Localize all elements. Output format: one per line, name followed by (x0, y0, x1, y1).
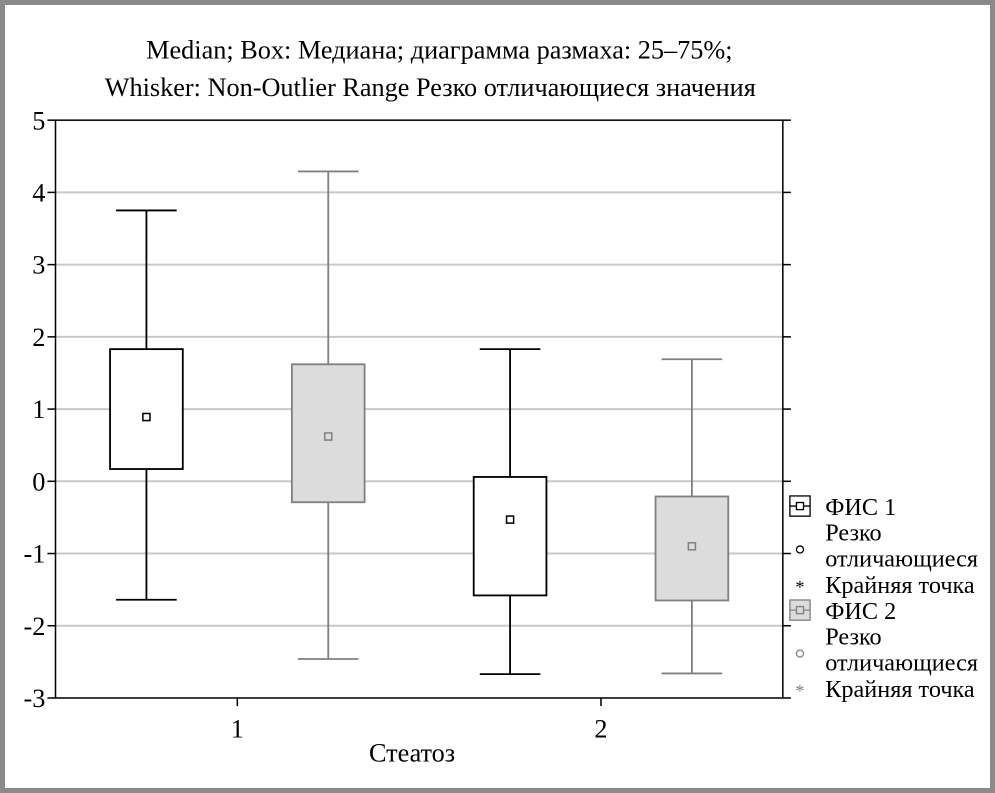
y-axis: 5 4 3 2 1 0 -1 -2 -3 (24, 106, 791, 713)
legend-swatch-median (795, 605, 805, 615)
y-tick-label: -3 (24, 684, 46, 713)
legend-swatch-median (795, 501, 805, 511)
median-marker (687, 542, 697, 551)
legend-outlier-label-2: отличающиеся (825, 546, 978, 573)
y-tick-label: 0 (32, 467, 45, 496)
chart-title-line-1: Median; Box: Медиана; диаграмма размаха:… (146, 36, 732, 65)
extreme-asterisk-icon: * (795, 577, 804, 597)
x-tick-label: 1 (231, 714, 244, 743)
legend-outlier-label-1: Резко (825, 623, 881, 650)
y-tick-label: 4 (32, 178, 45, 207)
y-tick-label: -1 (24, 540, 46, 569)
extreme-asterisk-icon: * (795, 681, 804, 701)
legend-outlier-label-2: отличающиеся (825, 650, 978, 677)
legend-extreme-label: Крайняя точка (825, 676, 975, 703)
y-tick-label: 3 (32, 251, 45, 280)
box-iqr (472, 476, 548, 597)
y-tick-label: 5 (32, 106, 45, 135)
y-tick-label: 1 (32, 395, 45, 424)
median-marker (142, 412, 151, 422)
y-tick-label: -2 (24, 612, 46, 641)
box-ФИС1-cat2 (472, 348, 548, 676)
boxes (109, 170, 730, 676)
chart-title-line-2: Whisker: Non-Outlier Range Резко отличаю… (105, 73, 756, 102)
x-tick-label: 2 (594, 714, 607, 743)
box-ФИС2-cat2 (654, 358, 730, 675)
plot-area-border (54, 119, 784, 699)
box-plot-chart: Median; Box: Медиана; диаграмма размаха:… (24, 36, 979, 768)
median-marker (505, 515, 515, 524)
legend-outlier-label-1: Резко (825, 519, 881, 546)
outlier-circle-icon (795, 649, 805, 658)
box-ФИС1-cat1 (109, 209, 184, 601)
box-iqr (109, 348, 184, 470)
y-tick-label: 2 (32, 323, 45, 352)
legend-extreme-label: Крайняя точка (825, 572, 975, 599)
x-axis-label: Стеатоз (369, 739, 455, 768)
legend-label: ФИС 2 (825, 598, 896, 625)
box-ФИС2-cat1 (290, 170, 366, 660)
outlier-circle-icon (795, 545, 805, 554)
median-marker (323, 432, 333, 441)
legend-label: ФИС 1 (825, 494, 896, 521)
